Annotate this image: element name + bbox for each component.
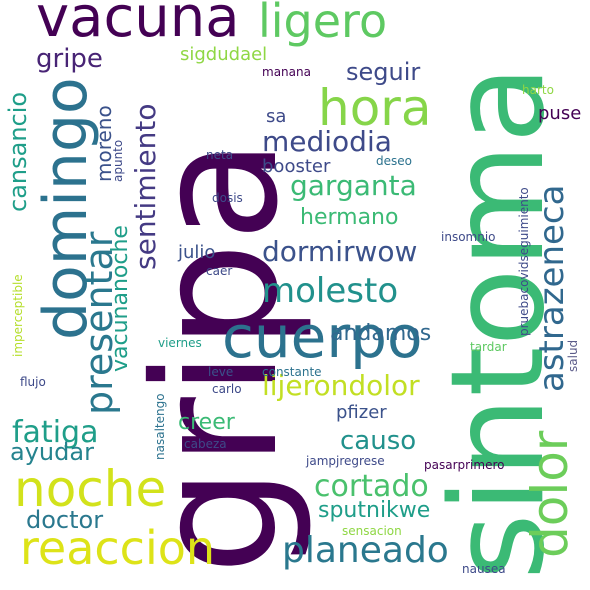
word-vacunanoche: vacunanoche	[108, 225, 133, 372]
word-nasaltengo: nasaltengo	[153, 393, 167, 460]
word-cuerpo: cuerpo	[222, 303, 423, 371]
word-fatiga: fatiga	[12, 415, 99, 450]
word-cansancio: cansancio	[4, 91, 32, 212]
word-insomnio: insomnio	[441, 230, 496, 244]
word-mediodia: mediodia	[262, 125, 392, 158]
word-flujo: flujo	[20, 375, 46, 389]
word-carlo: carlo	[212, 382, 242, 396]
word-neta: neta	[206, 148, 234, 162]
word-leve: leve	[208, 365, 234, 379]
word-andamos: andamos	[330, 321, 432, 346]
word-jampjregrese: jampjregrese	[306, 454, 385, 468]
word-gripe: gripe	[36, 44, 103, 74]
word-creer: creer	[178, 410, 235, 435]
word-caer: caer	[206, 264, 233, 278]
word-hora: hora	[318, 79, 432, 137]
word-sentimiento: sentimiento	[129, 103, 162, 270]
word-causo: causo	[340, 426, 417, 456]
word-salud: salud	[566, 339, 580, 372]
word-sa: sa	[266, 106, 287, 127]
word-pasarprimero: pasarprimero	[424, 458, 505, 472]
word-molesto: molesto	[262, 271, 399, 311]
word-apunto: apunto	[111, 139, 125, 182]
word-sensacion: sensacion	[342, 524, 402, 538]
word-puse: puse	[538, 103, 582, 124]
word-seguir: seguir	[346, 58, 421, 86]
word-booster: booster	[262, 156, 331, 177]
word-reaccion: reaccion	[20, 521, 216, 575]
word-dolor: dolor	[521, 430, 579, 558]
word-noche: noche	[14, 460, 167, 518]
word-vacuna: vacuna	[36, 0, 240, 50]
word-garganta: garganta	[290, 169, 417, 202]
word-imperceptible: imperceptible	[11, 274, 25, 357]
word-deseo: deseo	[376, 154, 412, 168]
word-constante: constante	[262, 365, 322, 379]
word-cortado: cortado	[314, 469, 429, 504]
word-dormirwow: dormirwow	[262, 235, 418, 268]
word-pruebacovidseguimiento: pruebacovidseguimiento	[517, 187, 531, 336]
word-ligero: ligero	[258, 0, 388, 48]
word-lijerondolor: lijerondolor	[262, 369, 420, 402]
word-cabeza: cabeza	[184, 437, 227, 451]
word-ayudar: ayudar	[10, 438, 94, 466]
word-harto: harto	[522, 83, 554, 97]
word-astrazeneca: astrazeneca	[532, 184, 572, 392]
word-dosis: dosis	[212, 191, 243, 205]
word-manana: manana	[262, 65, 311, 79]
word-julio: julio	[178, 242, 216, 263]
word-hermano: hermano	[300, 205, 399, 230]
word-tardar: tardar	[470, 340, 507, 354]
word-pfizer: pfizer	[336, 402, 387, 423]
word-doctor: doctor	[26, 506, 104, 534]
word-sputnikwe: sputnikwe	[318, 498, 431, 523]
word-planeado: planeado	[282, 530, 449, 571]
word-nausea: nausea	[462, 562, 506, 576]
word-viernes: viernes	[158, 336, 202, 350]
word-sigdudael: sigdudael	[180, 44, 268, 65]
